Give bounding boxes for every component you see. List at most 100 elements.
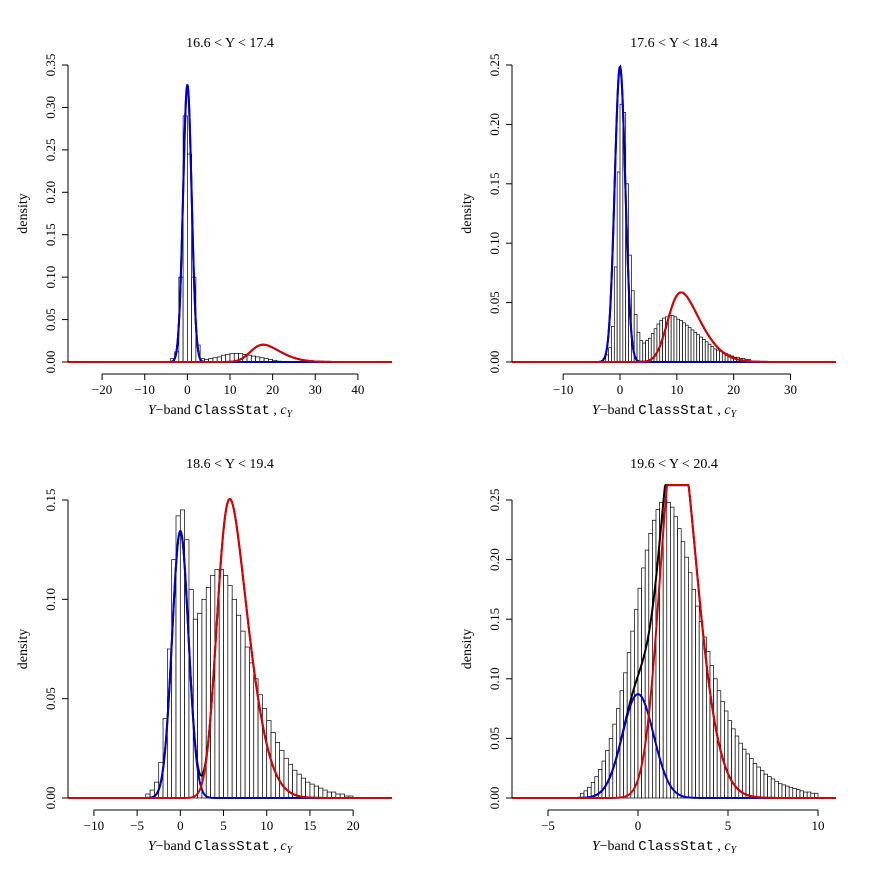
x-tick-label: 5	[725, 818, 732, 833]
histogram	[602, 103, 752, 363]
histogram-bar	[792, 788, 797, 799]
histogram-bar	[613, 266, 618, 363]
histogram-bar	[680, 541, 686, 799]
histogram-bar	[742, 748, 747, 799]
chart-panel-3: 18.6 < Y < 19.4 0.00 0.05 0.10 0.15 density −1…	[16, 457, 392, 856]
histogram-bar	[713, 678, 718, 799]
histogram-bar	[296, 773, 302, 799]
chart-title: 18.6 < Y < 19.4	[186, 457, 274, 472]
histogram-bar	[687, 327, 692, 363]
chart-panel-4: 19.6 < Y < 20.4 0.00 0.05 0.10 0.15 0.20 0.25 d…	[460, 457, 836, 856]
mixture-density-curve	[68, 84, 392, 363]
histogram-bar	[249, 662, 255, 799]
histogram-bar	[690, 329, 695, 363]
histogram-bar	[770, 778, 776, 799]
y-tick-label: 0.05	[43, 308, 58, 331]
histogram-bar	[667, 315, 672, 363]
histogram-bar	[300, 777, 306, 799]
histogram-bar	[696, 334, 700, 363]
histogram-bar	[745, 753, 750, 799]
x-tick-label: 30	[309, 382, 322, 397]
y-tick-label: 0.20	[487, 113, 502, 136]
x-tick-label: 15	[303, 818, 316, 833]
y-tick-label: 0.35	[43, 54, 58, 77]
x-tick-label: 10	[260, 818, 273, 833]
histogram-bar	[283, 757, 289, 799]
chart-title: 19.6 < Y < 20.4	[630, 457, 718, 472]
y-axis-label: density	[16, 193, 31, 233]
histogram-bar	[662, 499, 668, 799]
histogram-bar	[322, 789, 328, 799]
x-tick-label: 20	[727, 382, 740, 397]
y-tick-label: 0.05	[487, 727, 502, 750]
histogram-bar	[710, 346, 715, 363]
chart-title: 16.6 < Y < 17.4	[186, 36, 274, 51]
histogram-bar	[639, 340, 644, 363]
histogram-bar	[279, 749, 285, 799]
histogram-bar	[704, 341, 709, 363]
histogram-bar	[611, 326, 615, 363]
histogram-bar	[695, 605, 700, 799]
histogram-bar	[623, 672, 628, 799]
histogram-bar	[648, 533, 653, 799]
histogram-bar	[634, 609, 639, 799]
y-axis: 0.00 0.05 0.10 0.15 density	[16, 489, 69, 810]
histogram-bar	[749, 758, 754, 799]
histogram-bar	[619, 103, 624, 363]
histogram-bar	[630, 630, 635, 799]
histogram-bar	[778, 783, 783, 799]
histogram-bar	[244, 646, 250, 799]
histogram-bar	[644, 549, 650, 799]
x-tick-label: 0	[635, 818, 642, 833]
histogram-bar	[799, 790, 804, 799]
histogram-bar	[702, 339, 706, 363]
histogram-bar	[670, 506, 675, 799]
x-axis: −5 0 5 10 Y−band ClassStat , cY	[541, 809, 825, 856]
histogram-bar	[682, 322, 686, 363]
y-tick-label: 0.10	[43, 588, 58, 611]
x-tick-label: 20	[266, 382, 279, 397]
y-tick-label: 0.15	[487, 608, 502, 631]
x-tick-label: 30	[784, 382, 797, 397]
x-tick-label: −10	[553, 382, 573, 397]
y-tick-label: 0.00	[43, 351, 58, 374]
histogram-bar	[240, 630, 246, 799]
histogram-bar	[796, 789, 801, 799]
x-tick-label: −20	[92, 382, 112, 397]
x-tick-label: −10	[84, 818, 104, 833]
red-component-curve	[512, 484, 836, 799]
histogram-bar	[608, 347, 612, 363]
y-axis-label: density	[460, 629, 475, 669]
histogram-bar	[699, 336, 703, 363]
histogram-bar	[679, 320, 683, 363]
x-tick-label: 0	[184, 382, 191, 397]
chart-title: 17.6 < Y < 18.4	[630, 36, 718, 51]
y-tick-label: 0.15	[43, 223, 58, 246]
x-axis-label: Y−band ClassStat , cY	[148, 839, 294, 856]
histogram-bar	[313, 785, 319, 799]
y-tick-label: 0.05	[43, 687, 58, 710]
y-tick-label: 0.20	[487, 548, 502, 571]
x-tick-label: 0	[177, 818, 184, 833]
y-axis: 0.00 0.05 0.10 0.15 0.20 0.25 density	[460, 489, 513, 809]
y-tick-label: 0.30	[43, 96, 58, 119]
x-axis: −10 0 10 20 30 Y−band ClassStat , cY	[553, 373, 797, 420]
y-tick-label: 0.20	[43, 181, 58, 204]
y-tick-label: 0.15	[487, 172, 502, 195]
histogram-bar	[763, 773, 768, 799]
histogram-bar	[731, 728, 736, 799]
histogram-bar	[616, 171, 621, 363]
y-tick-label: 0.00	[43, 787, 58, 810]
x-tick-label: 10	[224, 382, 237, 397]
blue-component-curve	[68, 84, 392, 363]
x-tick-label: 10	[670, 382, 683, 397]
y-tick-label: 0.10	[487, 232, 502, 255]
histogram-bar	[236, 614, 242, 799]
histogram-bar	[719, 350, 723, 363]
histogram-bar	[693, 331, 698, 363]
x-axis-label: Y−band ClassStat , cY	[148, 403, 294, 420]
histogram-bar	[636, 331, 641, 363]
histogram-bar	[785, 785, 790, 799]
histogram-bar	[673, 316, 678, 363]
